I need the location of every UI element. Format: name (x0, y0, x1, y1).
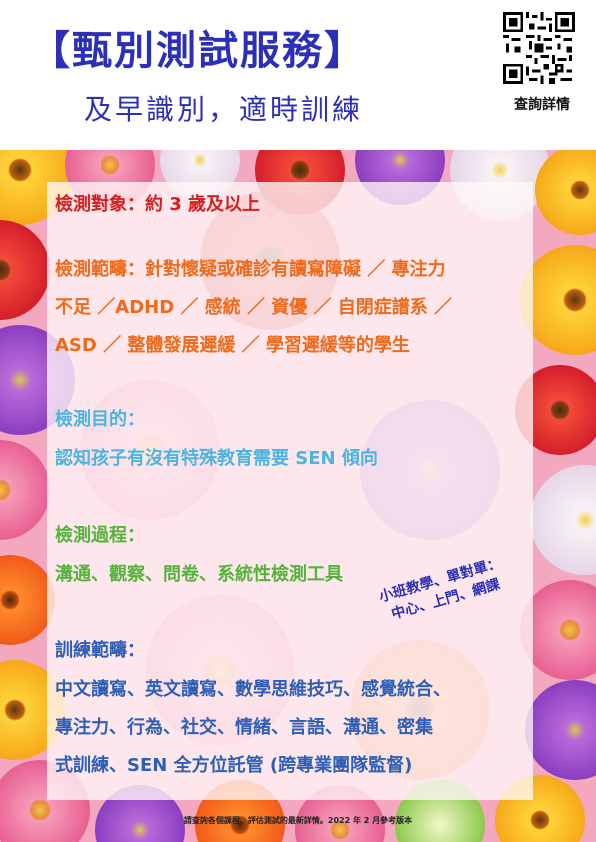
content-panel (47, 182, 533, 800)
flower-background (0, 150, 596, 842)
scope-line-2: 不足 ／ADHD ／ 感統 ／ 資優 ／ 自閉症譜系 ／ (55, 297, 453, 318)
scope-line-1: 檢測範疇：針對懷疑或確診有讀寫障礙 ／ 專注力 (55, 259, 446, 280)
scope-line-3: ASD ／ 整體發展遲緩 ／ 學習遲緩等的學生 (55, 335, 410, 356)
training-line-2: 專注力、行為、社交、情緒、言語、溝通、密集 (55, 717, 433, 738)
qr-code-icon[interactable] (503, 12, 575, 84)
purpose-heading: 檢測目的： (55, 409, 145, 430)
process-text: 溝通、觀察、問卷、系統性檢測工具 (55, 564, 343, 585)
training-heading: 訓練範疇： (55, 640, 145, 661)
page-subtitle: 及早識別，適時訓練 (84, 93, 364, 126)
training-line-1: 中文讀寫、英文讀寫、數學思維技巧、感覺統合、 (55, 679, 451, 700)
target-text: 檢測對象：約 3 歲及以上 (55, 194, 261, 215)
training-line-3: 式訓練、SEN 全方位託管 (跨專業團隊監督) (55, 755, 413, 776)
footer-note: 請查詢各個課程、評估測試的最新詳情。2022 年 2 月參考版本 (183, 816, 413, 825)
qr-label: 查詢詳情 (514, 97, 570, 113)
header: 【甄別測試服務】 及早識別，適時訓練 查詢詳情 (0, 0, 596, 150)
process-heading: 檢測過程： (55, 525, 145, 546)
purpose-text: 認知孩子有沒有特殊教育需要 SEN 傾向 (55, 448, 378, 469)
page-title: 【甄別測試服務】 (30, 28, 366, 74)
